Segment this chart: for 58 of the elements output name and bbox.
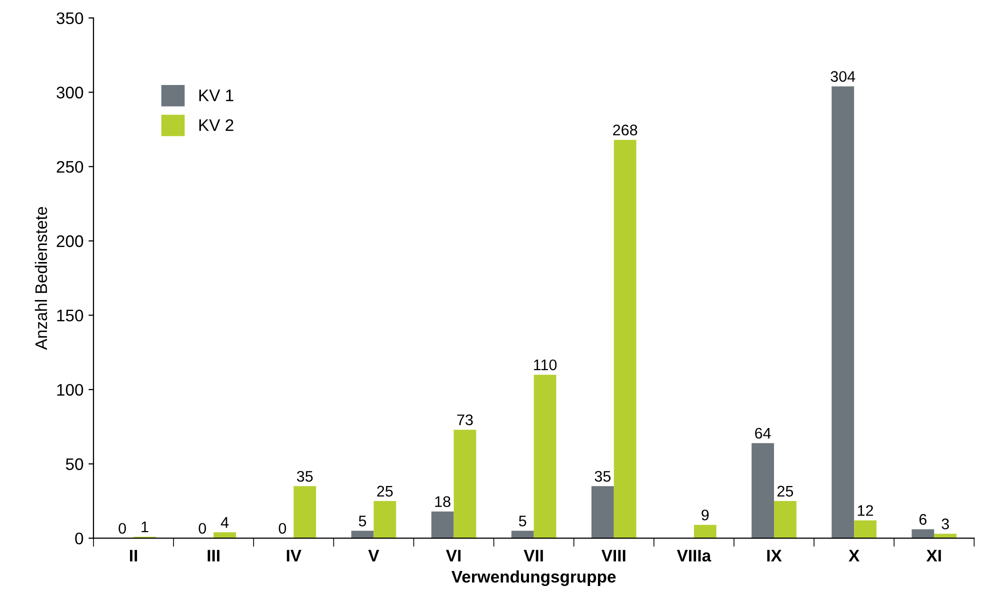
x-tick-label: VII (524, 550, 543, 562)
data-label: 4 (220, 517, 229, 528)
bar (694, 524, 716, 538)
bar (832, 86, 854, 538)
data-label: 64 (755, 428, 771, 439)
x-tick-label: III (208, 550, 220, 562)
data-label: 268 (613, 124, 638, 136)
y-tick-label: 150 (57, 310, 84, 322)
x-tick-label: VIIIa (676, 550, 712, 562)
x-tick-label: X (848, 550, 860, 562)
y-tick-label: 200 (56, 235, 84, 248)
data-label: 0 (118, 522, 126, 534)
bar (934, 534, 957, 538)
y-tick-label: 250 (56, 160, 84, 173)
x-tick-label: IX (767, 550, 782, 562)
y-tick-label: 300 (56, 86, 84, 98)
data-label: 0 (198, 522, 206, 534)
data-label: 18 (435, 496, 450, 508)
bar (534, 374, 556, 538)
data-label: 12 (858, 505, 874, 516)
bar (854, 520, 876, 538)
legend-label: KV 2 (199, 119, 234, 131)
data-label: 3 (942, 518, 949, 530)
bar (374, 501, 396, 538)
y-tick-label: 100 (57, 384, 84, 396)
y-axis-title: Anzahl Bedienstete (34, 206, 48, 350)
y-tick-label: 0 (75, 532, 84, 544)
data-label: 304 (830, 71, 856, 82)
bar (431, 511, 454, 538)
y-tick-label: 50 (66, 458, 84, 470)
data-label: 5 (518, 516, 526, 526)
bar (752, 443, 774, 538)
bar (294, 486, 316, 538)
data-label: 35 (296, 470, 313, 482)
data-label: 5 (358, 516, 366, 526)
data-label: 35 (594, 470, 611, 482)
x-tick-label: IV (286, 550, 302, 562)
data-label: 9 (702, 510, 709, 520)
x-tick-label: VIII (601, 550, 626, 562)
data-label: 0 (278, 522, 286, 534)
x-tick-label: II (130, 550, 138, 562)
data-label: 1 (142, 522, 148, 532)
bar (591, 486, 614, 538)
data-label: 6 (919, 514, 926, 525)
x-axis-title: Verwendungsgruppe (452, 570, 616, 586)
x-tick-label: VI (446, 550, 461, 562)
data-label: 25 (777, 486, 794, 497)
legend-label: KV 1 (199, 90, 234, 102)
x-tick-label: XI (926, 550, 941, 562)
bar (614, 140, 636, 538)
data-label: 110 (534, 359, 557, 370)
data-label: 25 (377, 486, 393, 497)
data-label: 73 (457, 414, 473, 426)
y-tick-label: 350 (56, 12, 84, 24)
bar (774, 501, 796, 538)
x-tick-label: V (368, 550, 380, 562)
bar (912, 529, 934, 538)
bar (454, 430, 476, 538)
